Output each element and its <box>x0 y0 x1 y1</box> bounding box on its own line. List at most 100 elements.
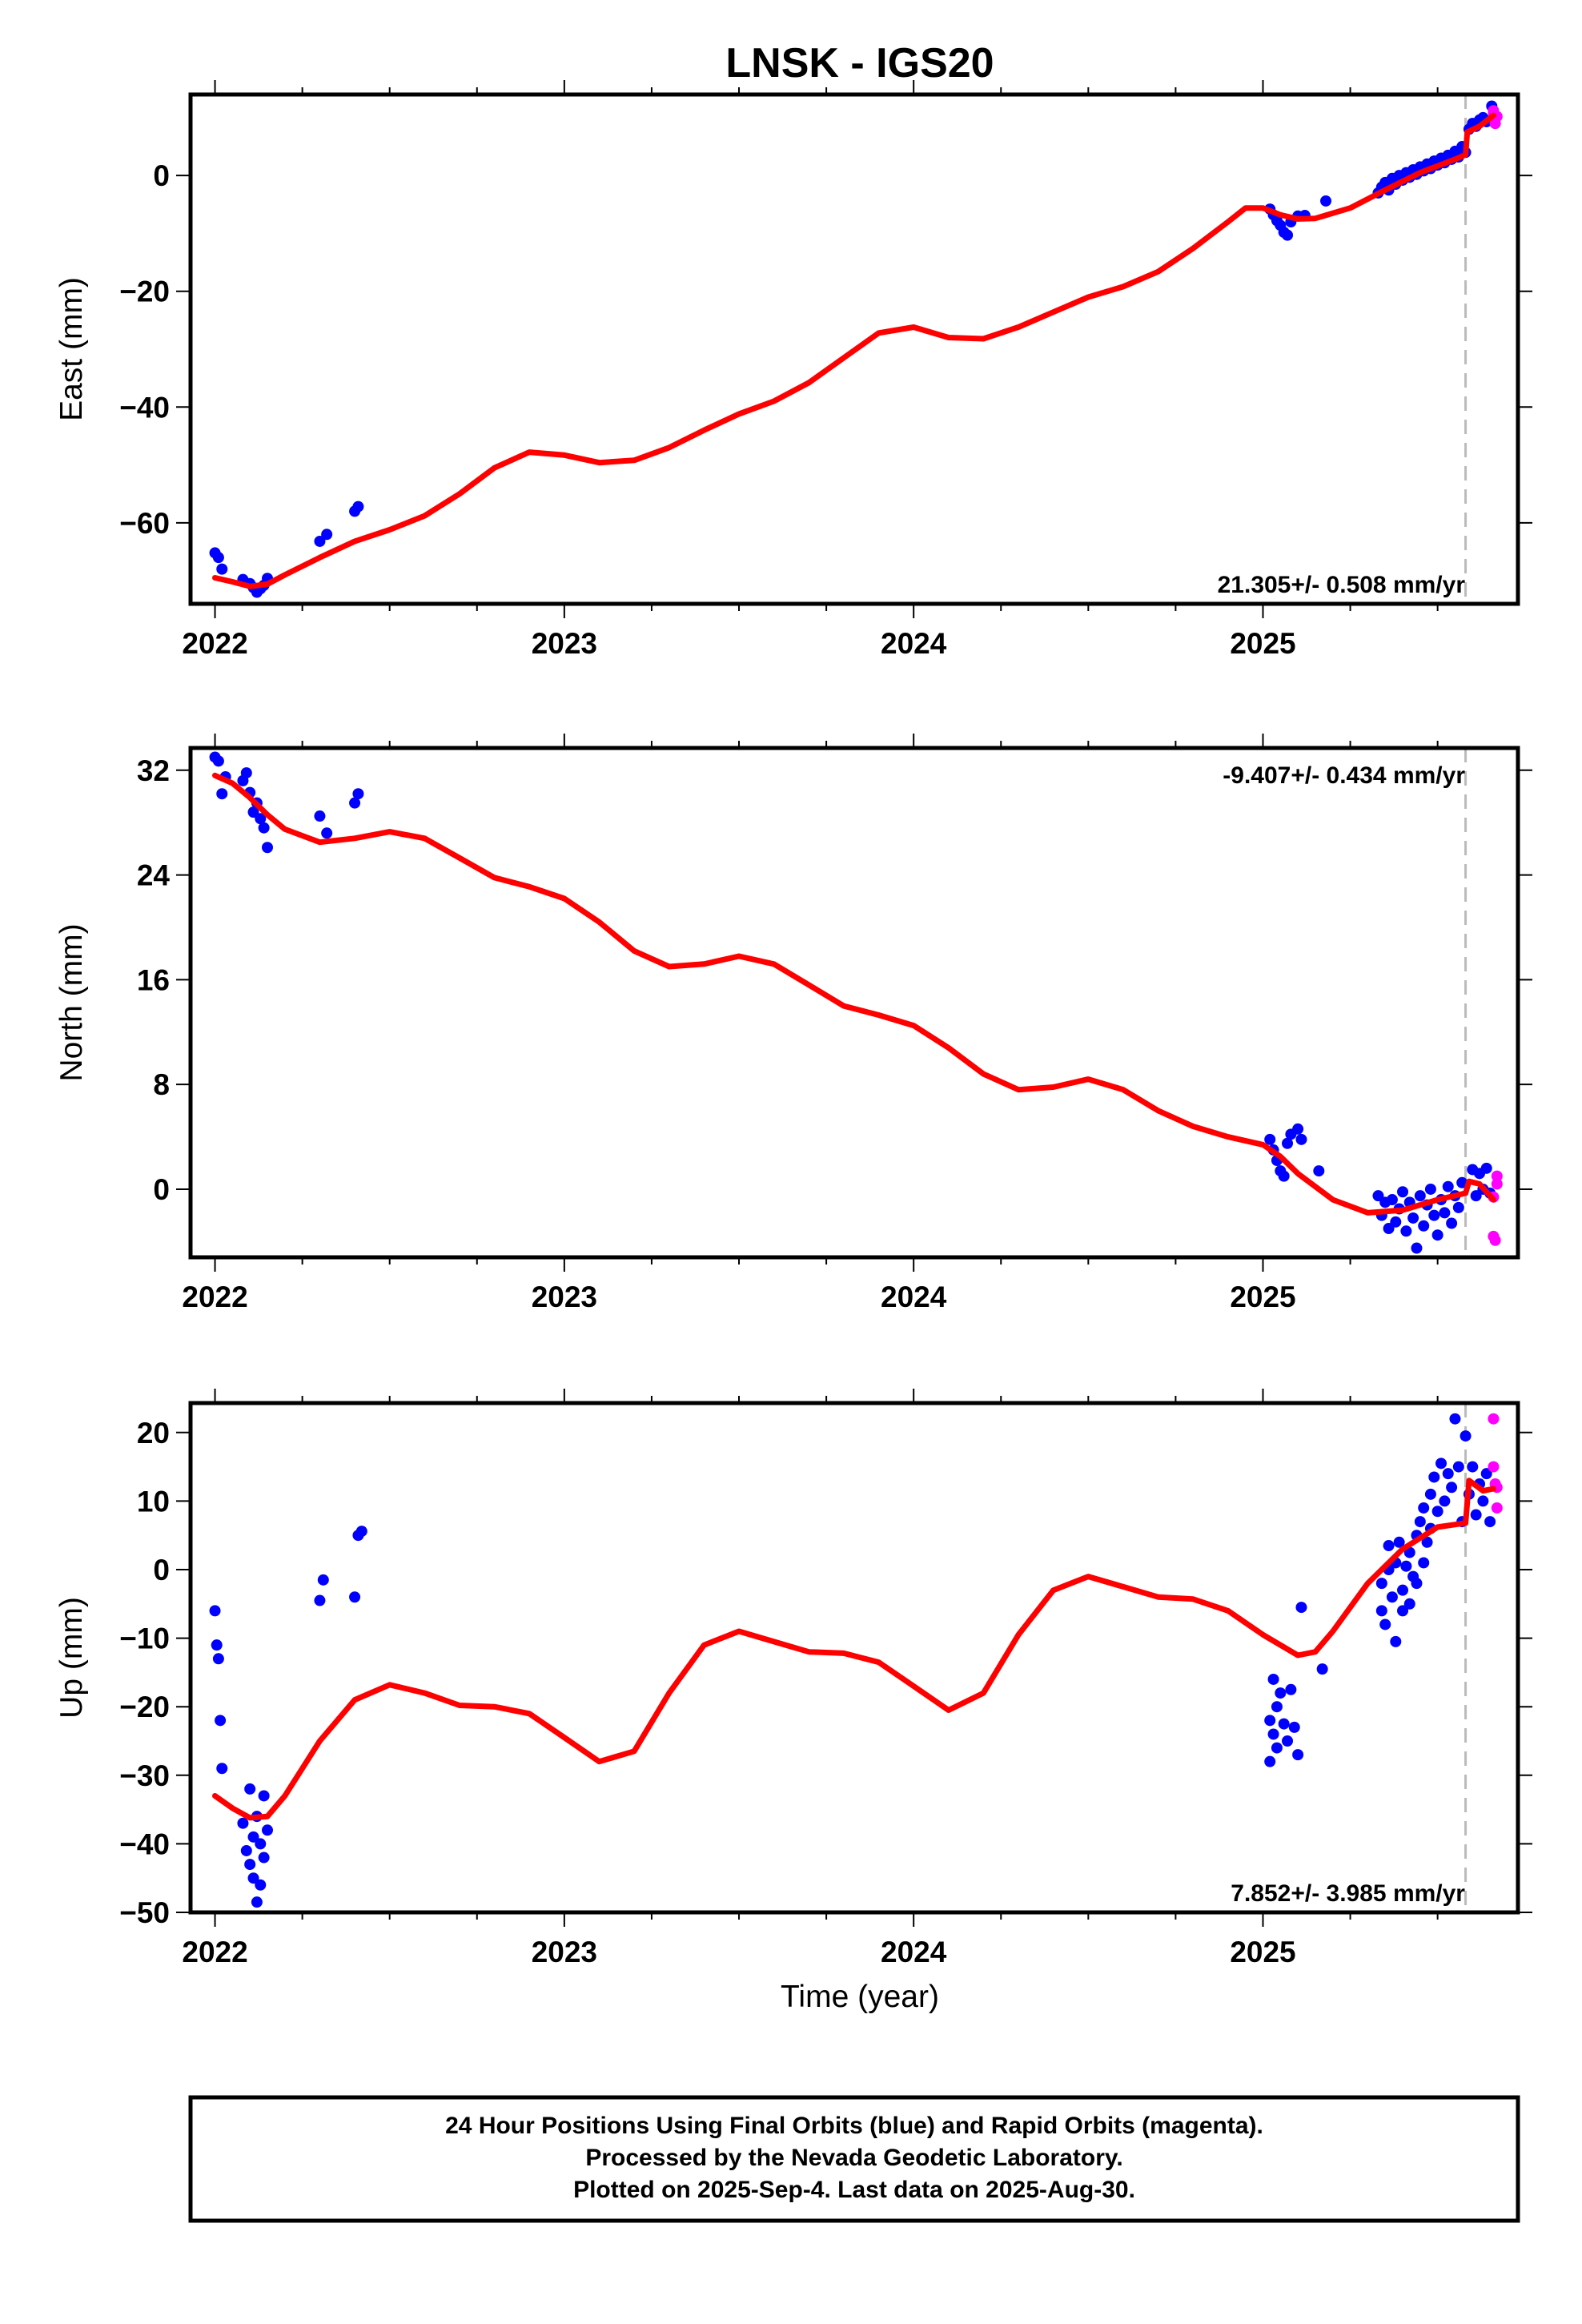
north-final-point <box>1439 1207 1451 1219</box>
up-final-point <box>1390 1635 1402 1647</box>
up-final-point <box>1292 1749 1304 1761</box>
east-x-tick-label: 2024 <box>881 627 947 660</box>
up-y-tick-label: 20 <box>137 1417 170 1449</box>
up-final-point <box>244 1783 256 1795</box>
north-final-point <box>1414 1190 1426 1202</box>
north-final-point <box>1442 1180 1454 1192</box>
north-final-point <box>1456 1176 1468 1188</box>
east-x-tick-label: 2022 <box>182 627 247 660</box>
up-final-point <box>314 1594 326 1606</box>
footer-box <box>188 2095 1520 2223</box>
up-final-point <box>1467 1461 1479 1473</box>
up-final-point <box>1383 1540 1395 1552</box>
up-final-point <box>1393 1536 1405 1548</box>
up-final-point <box>251 1896 263 1908</box>
up-y-tick-label: −50 <box>119 1896 170 1929</box>
north-final-point <box>261 842 273 854</box>
up-final-point <box>1460 1430 1472 1442</box>
north-final-point <box>1397 1186 1409 1198</box>
north-final-point <box>212 755 224 767</box>
up-final-point <box>1442 1468 1454 1480</box>
up-model-line <box>212 1478 1496 1821</box>
east-y-tick-label: −60 <box>119 507 170 540</box>
north-final-point <box>1428 1209 1440 1221</box>
up-final-point <box>1295 1602 1307 1614</box>
north-final-point <box>1390 1216 1402 1228</box>
north-final-point <box>1411 1242 1423 1254</box>
east-rate-label: 21.305+/- 0.508 mm/yr <box>1218 572 1466 598</box>
north-final-point <box>255 813 267 825</box>
east-rapid-point <box>1488 105 1500 117</box>
east-y-axis-label: East (mm) <box>54 277 89 421</box>
east-plot-area <box>209 94 1503 604</box>
north-y-tick-label: 8 <box>153 1068 170 1101</box>
north-final-point <box>1407 1212 1419 1224</box>
up-final-point <box>1418 1502 1430 1514</box>
east-final-point <box>1282 229 1294 241</box>
up-final-point <box>237 1817 249 1829</box>
up-final-point <box>240 1844 252 1856</box>
up-final-point <box>355 1526 367 1538</box>
up-final-point <box>1480 1468 1492 1480</box>
north-final-point <box>314 810 326 822</box>
east-final-point <box>212 552 224 564</box>
up-final-point <box>1267 1673 1279 1685</box>
up-final-point <box>1275 1687 1287 1699</box>
up-final-point <box>1264 1755 1276 1767</box>
north-x-tick-label: 2025 <box>1230 1281 1295 1313</box>
north-x-tick-label: 2024 <box>881 1281 947 1313</box>
north-y-tick-label: 32 <box>137 754 170 787</box>
north-final-point <box>352 788 364 800</box>
up-final-point <box>1375 1605 1387 1617</box>
east-final-point <box>216 563 228 575</box>
up-final-point <box>1452 1461 1464 1473</box>
up-final-point <box>1267 1728 1279 1740</box>
up-final-point <box>1288 1721 1300 1733</box>
north-y-tick-label: 16 <box>137 963 170 996</box>
north-final-point <box>321 827 333 839</box>
north-y-tick-label: 0 <box>153 1173 170 1206</box>
up-x-tick-label: 2025 <box>1230 1936 1295 1968</box>
north-final-point <box>1282 1137 1294 1149</box>
footer-line-2: Processed by the Nevada Geodetic Laborat… <box>585 2145 1122 2171</box>
north-rapid-point <box>1489 1234 1501 1246</box>
up-final-point <box>349 1591 361 1603</box>
north-final-point <box>1292 1123 1304 1135</box>
up-final-point <box>317 1574 329 1586</box>
north-final-point <box>240 767 252 779</box>
north-final-point <box>216 788 228 800</box>
north-final-point <box>1295 1133 1307 1145</box>
up-final-point <box>1379 1618 1391 1630</box>
up-final-point <box>1397 1584 1409 1596</box>
up-final-point <box>258 1790 270 1802</box>
up-final-point <box>1431 1506 1443 1518</box>
up-final-point <box>1421 1536 1433 1548</box>
north-final-point <box>1372 1190 1384 1202</box>
up-final-point <box>1439 1495 1451 1507</box>
up-final-point <box>244 1859 256 1871</box>
east-y-tick-label: 0 <box>153 159 170 192</box>
up-final-point <box>216 1763 228 1775</box>
up-final-point <box>1271 1742 1283 1754</box>
figure-title: LNSK - IGS20 <box>725 40 994 86</box>
north-y-tick-label: 24 <box>137 859 171 892</box>
up-final-point <box>1386 1591 1398 1603</box>
up-y-axis-label: Up (mm) <box>54 1597 89 1719</box>
up-final-point <box>1484 1516 1496 1528</box>
up-rapid-point <box>1491 1502 1503 1514</box>
up-y-tick-label: 10 <box>137 1485 170 1518</box>
up-final-point <box>1449 1413 1461 1425</box>
east-final-point <box>1320 195 1332 207</box>
north-final-point <box>1313 1165 1325 1177</box>
east-final-point <box>321 529 333 541</box>
north-rapid-point <box>1491 1170 1503 1182</box>
footer-line-1: 24 Hour Positions Using Final Orbits (bl… <box>445 2113 1263 2139</box>
north-final-point <box>1278 1170 1290 1182</box>
up-final-point <box>258 1852 270 1864</box>
up-final-point <box>209 1605 221 1617</box>
north-final-point <box>247 806 259 818</box>
up-final-point <box>1278 1718 1290 1730</box>
up-y-tick-label: −20 <box>119 1691 170 1723</box>
up-y-tick-label: 0 <box>153 1554 170 1586</box>
